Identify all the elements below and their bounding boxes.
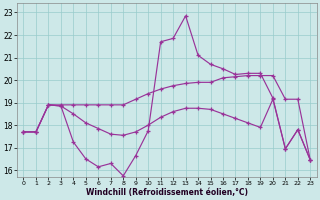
X-axis label: Windchill (Refroidissement éolien,°C): Windchill (Refroidissement éolien,°C) — [86, 188, 248, 197]
